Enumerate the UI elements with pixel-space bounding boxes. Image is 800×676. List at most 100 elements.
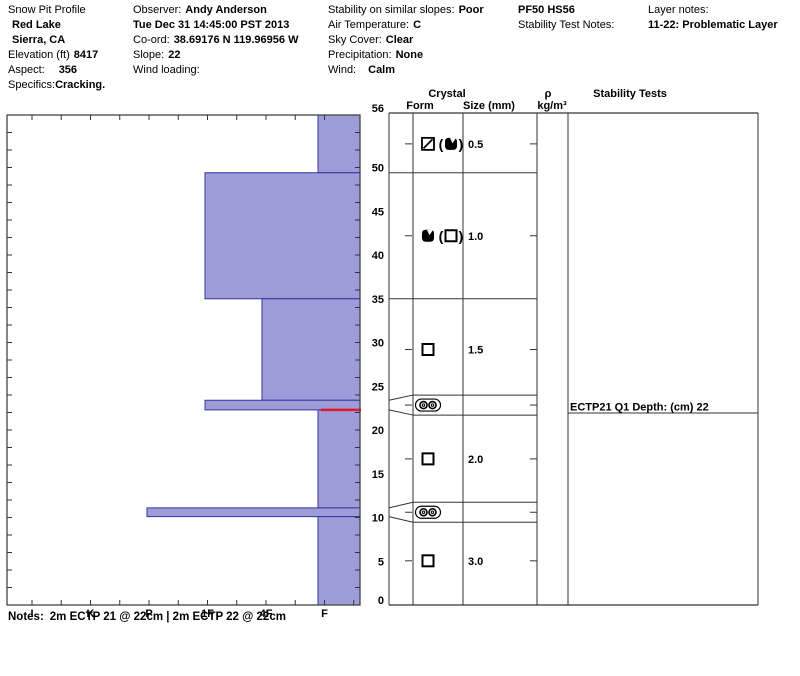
sky-cover-label: Sky Cover: xyxy=(328,34,382,46)
pf-hs-value: PF50 HS56 xyxy=(518,4,575,16)
hardness-bar xyxy=(204,172,361,300)
info-row: Stability Test Notes: xyxy=(518,18,618,33)
melt-freeze-crust-icon-part xyxy=(428,400,437,410)
air-temp-value: C xyxy=(413,19,422,31)
depth-tick-label: 0 xyxy=(378,595,384,607)
info-row: Aspect: 356 xyxy=(8,63,105,78)
melt-freeze-crust-icon-part xyxy=(421,403,426,407)
hardness-tick-label: F xyxy=(321,608,328,620)
hardness-bar xyxy=(204,399,361,411)
depth-tick-label: 20 xyxy=(372,425,384,437)
depth-tick-label: 10 xyxy=(372,513,384,525)
decomposing-fragments-icon-part xyxy=(422,138,434,150)
specifics-label: Specifics: xyxy=(8,79,56,91)
header-layer-notes: Layer notes: 11-22: Problematic Layer xyxy=(648,3,778,33)
info-row: Specifics:Cracking. xyxy=(8,78,105,93)
melt-freeze-crust-icon-part xyxy=(430,403,435,407)
grain-size-label: 1.5 xyxy=(468,345,483,357)
facets-icon xyxy=(421,343,435,356)
melt-freeze-crust-icon-part xyxy=(419,400,428,410)
crystal-header: Crystal xyxy=(428,88,465,100)
depth-tick-label: 5 xyxy=(378,556,384,568)
grain-size-label: 1.0 xyxy=(468,231,483,243)
depth-tick-label: 45 xyxy=(372,206,384,218)
hardness-tick-label: K xyxy=(87,608,95,620)
paren-close-label: ) xyxy=(459,136,464,152)
precipitation-label: Precipitation: xyxy=(328,49,392,61)
wind-loading-label: Wind loading: xyxy=(133,64,200,76)
grain-size-label: 2.0 xyxy=(468,454,483,466)
density-units-header: kg/m³ xyxy=(537,100,567,112)
melt-forms-icon xyxy=(445,137,457,150)
hardness-bar xyxy=(317,114,361,174)
header-conditions-info: Stability on similar slopes: Poor Air Tem… xyxy=(328,3,484,78)
hardness-bar xyxy=(317,516,361,606)
melt-forms-icon xyxy=(422,229,434,242)
stability-test-notes-label: Stability Test Notes: xyxy=(518,19,615,31)
melt-forms-icon-part xyxy=(427,229,433,236)
density-header: ρ xyxy=(545,88,552,100)
melt-freeze-crust-icon-part xyxy=(414,505,442,519)
notes-value: 2m ECTP 21 @ 22cm | 2m ECTP 22 @ 22cm xyxy=(49,611,286,623)
paren-open-label: ( xyxy=(439,136,444,152)
facets-icon xyxy=(421,452,435,466)
thin-layer-connector xyxy=(388,409,414,416)
hardness-bar xyxy=(261,298,361,401)
precipitation-value: None xyxy=(395,49,424,61)
header-observation-info: Observer: Andy Anderson Tue Dec 31 14:45:… xyxy=(133,3,298,78)
melt-freeze-crust-icon-part xyxy=(421,510,426,514)
decomposing-fragments-icon xyxy=(421,136,435,151)
header-pit-info: Snow Pit Profile Red Lake Sierra, CA Ele… xyxy=(8,3,105,93)
info-row: Sierra, CA xyxy=(8,33,105,48)
grain-size-label: 0.5 xyxy=(468,139,483,151)
thin-layer-connector xyxy=(388,394,414,401)
specifics-value: Cracking. xyxy=(55,79,106,91)
aspect-label: Aspect: xyxy=(8,64,45,76)
thin-layer-connector xyxy=(388,501,414,509)
notes-label: Notes: xyxy=(8,611,44,623)
form-header: Form xyxy=(406,100,434,112)
coord-value: 38.69176 N 119.96956 W xyxy=(173,34,299,46)
aspect-value: 356 xyxy=(58,64,78,76)
depth-tick-label: 30 xyxy=(372,338,384,350)
depth-tick-label: 50 xyxy=(372,163,384,175)
hardness-bar xyxy=(146,507,361,518)
layer-notes-value: 11-22: Problematic Layer xyxy=(648,19,778,31)
slope-label: Slope: xyxy=(133,49,165,61)
melt-freeze-crust-icon xyxy=(414,398,442,412)
pit-notes: Notes: 2m ECTP 21 @ 22cm | 2m ECTP 22 @ 2… xyxy=(8,611,286,623)
info-row: Air Temperature: C xyxy=(328,18,484,33)
grain-size-label: 3.0 xyxy=(468,556,483,568)
hardness-tick-label: P xyxy=(145,608,152,620)
wind-label: Wind: xyxy=(328,64,357,76)
facets-icon-part xyxy=(444,229,458,243)
info-row: Sky Cover: Clear xyxy=(328,33,484,48)
pit-region: Sierra, CA xyxy=(12,34,66,46)
melt-freeze-crust-icon-part xyxy=(428,507,437,517)
info-row: Co-ord: 38.69176 N 119.96956 W xyxy=(133,33,298,48)
facets-icon-part xyxy=(421,554,435,568)
stability-slopes-label: Stability on similar slopes: xyxy=(328,4,455,16)
elevation-value: 8417 xyxy=(73,49,99,61)
hardness-tick-label: 4F xyxy=(260,608,273,620)
elevation-label: Elevation (ft) xyxy=(8,49,70,61)
sky-cover-value: Clear xyxy=(385,34,414,46)
facets-icon xyxy=(444,229,458,243)
depth-tick-label: 56 xyxy=(372,103,384,115)
stability-tests-header: Stability Tests xyxy=(593,88,667,100)
melt-forms-icon-part xyxy=(450,137,456,144)
info-row: Precipitation: None xyxy=(328,48,484,63)
observer-label: Observer: xyxy=(133,4,182,16)
stability-test-label: ECTP21 Q1 Depth: (cm) 22 xyxy=(570,402,709,414)
info-row: Observer: Andy Anderson xyxy=(133,3,298,18)
info-row: 11-22: Problematic Layer xyxy=(648,18,778,33)
melt-freeze-crust-icon-part xyxy=(430,510,435,514)
hardness-bar xyxy=(317,409,361,509)
depth-tick-label: 15 xyxy=(372,469,384,481)
paren-close-label: ) xyxy=(459,228,464,244)
depth-tick-label: 35 xyxy=(372,294,384,306)
hardness-tick-label: I xyxy=(30,608,33,620)
facets-icon-part xyxy=(421,343,435,356)
